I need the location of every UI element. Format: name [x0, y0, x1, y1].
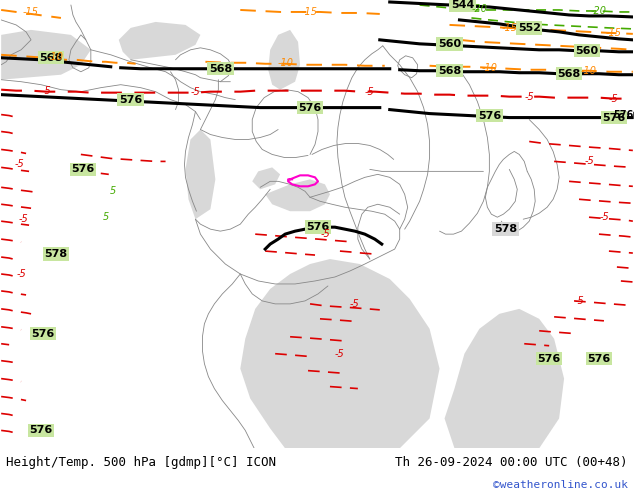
- Text: -15: -15: [302, 7, 318, 17]
- Polygon shape: [252, 168, 280, 189]
- Text: Th 26-09-2024 00:00 UTC (00+48): Th 26-09-2024 00:00 UTC (00+48): [395, 456, 628, 469]
- Text: -5: -5: [14, 159, 24, 170]
- Text: -5: -5: [609, 94, 619, 104]
- Text: 576: 576: [29, 425, 53, 436]
- Text: -15: -15: [23, 7, 39, 17]
- Polygon shape: [119, 22, 200, 60]
- Text: -5: -5: [365, 87, 375, 97]
- Text: 560: 560: [576, 46, 598, 56]
- Text: 560: 560: [438, 39, 461, 49]
- Text: -5: -5: [191, 87, 200, 97]
- Text: -5: -5: [350, 299, 359, 309]
- Text: -20: -20: [472, 4, 488, 14]
- Polygon shape: [444, 309, 564, 448]
- Text: 578: 578: [494, 224, 517, 234]
- Text: -5: -5: [335, 349, 345, 359]
- Polygon shape: [1, 30, 91, 80]
- Text: 5: 5: [103, 212, 109, 222]
- Text: -10: -10: [481, 63, 497, 73]
- Text: 568: 568: [557, 69, 581, 79]
- Text: 5: 5: [110, 186, 116, 196]
- Text: 576: 576: [32, 329, 55, 339]
- Text: 576: 576: [538, 354, 560, 364]
- Text: 578: 578: [44, 249, 68, 259]
- Text: -5: -5: [574, 296, 584, 306]
- Polygon shape: [265, 179, 330, 211]
- Text: 552: 552: [518, 23, 541, 33]
- Text: ©weatheronline.co.uk: ©weatheronline.co.uk: [493, 480, 628, 490]
- Text: -10: -10: [48, 52, 64, 62]
- Text: 576: 576: [119, 95, 142, 105]
- Text: -5: -5: [599, 212, 609, 222]
- Text: -15: -15: [606, 28, 622, 38]
- Text: 576: 576: [306, 222, 330, 232]
- Text: -10: -10: [277, 58, 293, 68]
- Text: -5: -5: [41, 86, 51, 96]
- Text: -15: -15: [501, 23, 517, 33]
- Text: 576: 576: [587, 354, 611, 364]
- Text: 576: 576: [71, 164, 94, 174]
- Text: -5: -5: [524, 92, 534, 101]
- Text: -5: -5: [16, 269, 26, 279]
- Polygon shape: [240, 259, 439, 448]
- Text: 568: 568: [39, 53, 63, 63]
- Text: -5: -5: [320, 229, 330, 239]
- Polygon shape: [268, 30, 300, 90]
- Text: 576: 576: [299, 102, 321, 113]
- Text: 544: 544: [451, 0, 474, 10]
- Text: 568: 568: [209, 64, 232, 74]
- Text: 576: 576: [478, 111, 501, 121]
- Text: 568: 568: [438, 66, 461, 76]
- Text: -10: -10: [581, 66, 597, 76]
- Text: Height/Temp. 500 hPa [gdmp][°C] ICON: Height/Temp. 500 hPa [gdmp][°C] ICON: [6, 456, 276, 469]
- Text: -20: -20: [591, 6, 607, 16]
- Text: 576▶: 576▶: [613, 110, 634, 120]
- Polygon shape: [186, 129, 216, 219]
- Text: -5: -5: [18, 214, 28, 224]
- Text: -5: -5: [584, 156, 594, 167]
- Text: 576: 576: [602, 113, 626, 122]
